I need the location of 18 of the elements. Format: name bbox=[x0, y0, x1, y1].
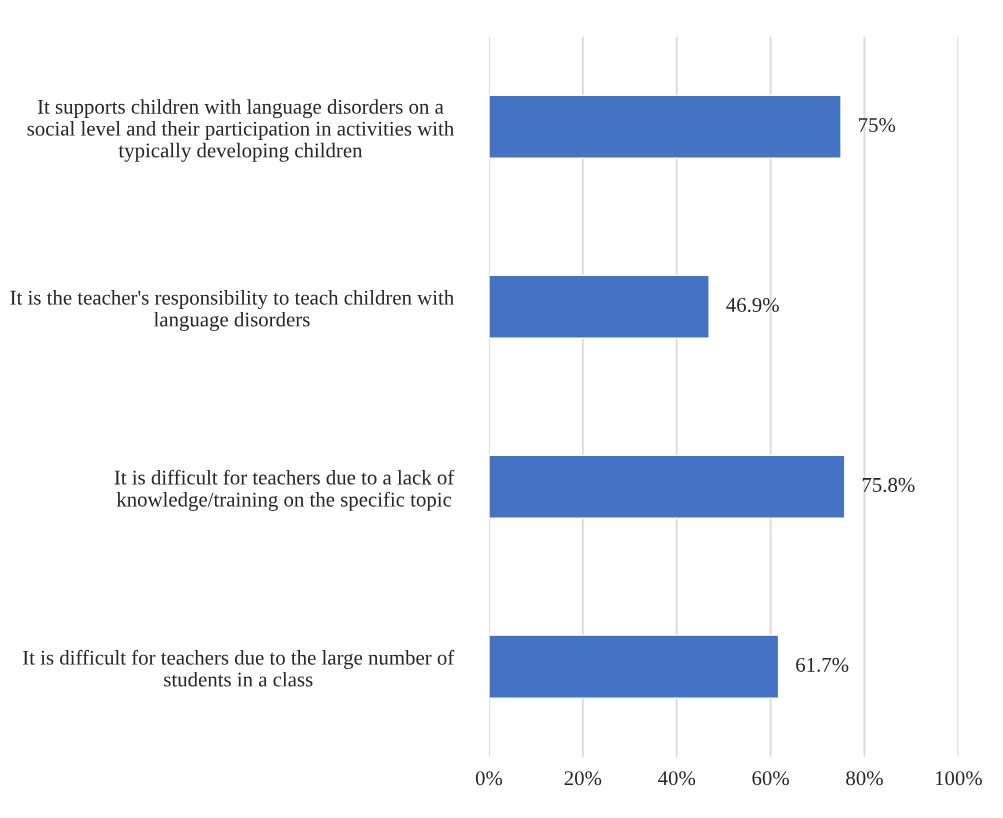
x-tick-label: 40% bbox=[658, 771, 696, 786]
bar bbox=[488, 454, 846, 519]
x-tick-label: 80% bbox=[846, 771, 883, 786]
data-label: 61.7% bbox=[796, 657, 849, 672]
y-tick-label: It is the teacher's responsibility to teach children with language disorders bbox=[10, 290, 454, 331]
y-tick-label: It is difficult for teachers due to a lack of knowledge/training on the specific topic bbox=[114, 469, 455, 511]
bar bbox=[488, 94, 842, 159]
data-label: 46.9% bbox=[726, 297, 779, 313]
bar bbox=[488, 274, 710, 339]
x-tick-label: 60% bbox=[752, 771, 789, 786]
x-tick-label: 100% bbox=[935, 771, 982, 786]
y-tick-label: It is difficult for teachers due to the large number of students in a class bbox=[23, 649, 455, 687]
x-tick-label: 0% bbox=[475, 771, 503, 786]
data-label: 75.8% bbox=[862, 477, 915, 493]
bar bbox=[488, 634, 780, 699]
x-tick-label: 20% bbox=[564, 771, 602, 786]
data-label: 75% bbox=[859, 117, 896, 133]
y-tick-label: It supports children with language disorders on a social level and their participation in activities with typically developing children bbox=[27, 99, 454, 162]
